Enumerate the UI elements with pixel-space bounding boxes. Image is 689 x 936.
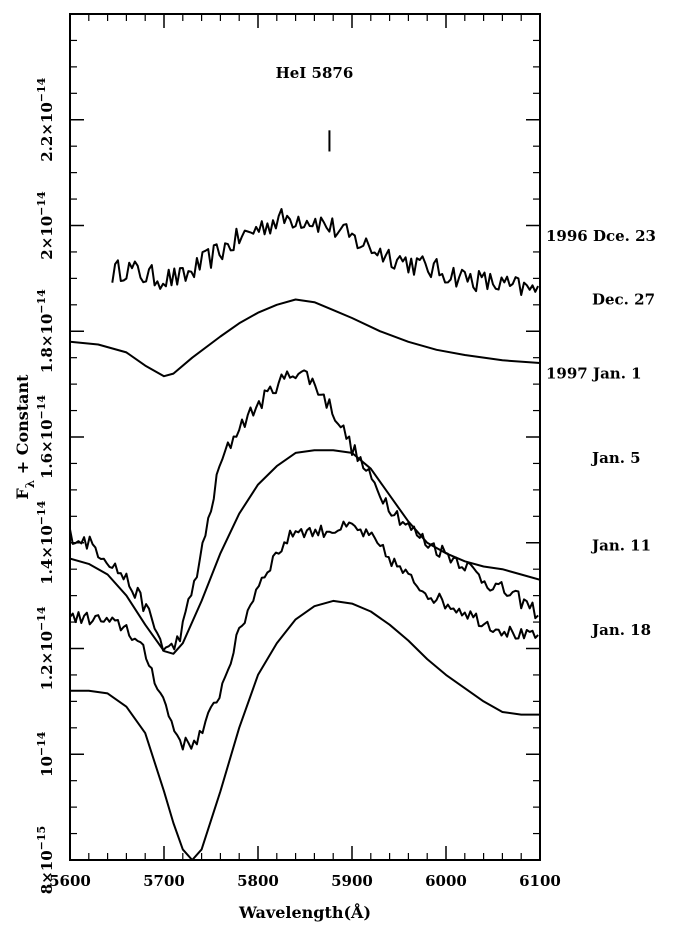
- y-tick-label-exp: −14: [35, 500, 48, 525]
- y-axis-title-sub: λ: [23, 480, 37, 488]
- spectrum-line: [70, 369, 539, 652]
- y-tick-label-exp: −14: [35, 77, 48, 102]
- x-tick-label: 5600: [49, 872, 91, 890]
- date-label: Jan. 11: [590, 536, 651, 554]
- y-tick-label-base: 8×10: [38, 850, 56, 894]
- y-axis-title: Fλ + Constant: [13, 374, 37, 500]
- x-tick-label: 5800: [237, 872, 279, 890]
- axis-ticks: 5600 5700 5800 5900 6000 61008×10−1510−141.2×…: [35, 14, 561, 894]
- x-tick-label: 6000: [425, 872, 467, 890]
- y-tick-label: 10−14: [35, 731, 56, 777]
- y-axis-title-rest: + Constant: [13, 374, 32, 480]
- y-tick-label-base: 1.8×10: [38, 314, 56, 374]
- date-label: Jan. 18: [590, 621, 651, 639]
- spectrum-line: [70, 520, 539, 751]
- y-tick-label-exp: −14: [35, 731, 48, 756]
- y-axis-title-main: F: [13, 488, 32, 500]
- y-tick-label-base: 2.2×10: [38, 102, 56, 162]
- spectrum-line: [70, 449, 540, 655]
- hei-line-annotation: HeI 5876: [276, 64, 354, 152]
- y-tick-label: 1.8×10−14: [35, 289, 56, 373]
- y-tick-label: 2.2×10−14: [35, 77, 56, 161]
- y-tick-label-exp: −14: [35, 606, 48, 631]
- plot-frame: [69, 13, 541, 861]
- y-tick-label: 1.6×10−14: [35, 395, 56, 479]
- y-tick-label-exp: −14: [35, 191, 48, 216]
- x-tick-label: 5700: [143, 872, 185, 890]
- date-label: 1997 Jan. 1: [546, 365, 642, 383]
- y-tick-label-exp: −14: [35, 395, 48, 420]
- y-tick-label-base: 10: [38, 756, 56, 777]
- y-tick-label-base: 1.6×10: [38, 419, 56, 479]
- spectrum-line: [70, 599, 540, 860]
- x-tick-label: 5900: [331, 872, 373, 890]
- date-labels: 1996 Dce. 23 Dec. 27 1997 Jan. 1 Jan. 5 Jan.…: [546, 227, 656, 639]
- y-tick-label-base: 2×10: [38, 216, 56, 260]
- hei-label: HeI 5876: [276, 64, 354, 82]
- x-tick-label: 6100: [519, 872, 561, 890]
- date-label: Dec. 27: [592, 291, 655, 309]
- spectrum-line: [70, 298, 540, 378]
- y-tick-label: 2×10−14: [35, 191, 56, 260]
- date-label: Jan. 5: [590, 449, 641, 467]
- y-tick-label: 1.4×10−14: [35, 500, 56, 584]
- y-tick-label-exp: −14: [35, 289, 48, 314]
- y-tick-label: 1.2×10−14: [35, 606, 56, 690]
- x-axis-title: Wavelength(Å): [238, 901, 371, 922]
- spectrum-line: [111, 208, 539, 296]
- y-tick-label-base: 1.2×10: [38, 631, 56, 691]
- y-tick-label-base: 1.4×10: [38, 525, 56, 585]
- date-label: 1996 Dce. 23: [546, 227, 656, 245]
- y-tick-label: 8×10−15: [35, 826, 56, 894]
- spectra-series: [70, 208, 540, 860]
- y-tick-label-exp: −15: [35, 826, 48, 851]
